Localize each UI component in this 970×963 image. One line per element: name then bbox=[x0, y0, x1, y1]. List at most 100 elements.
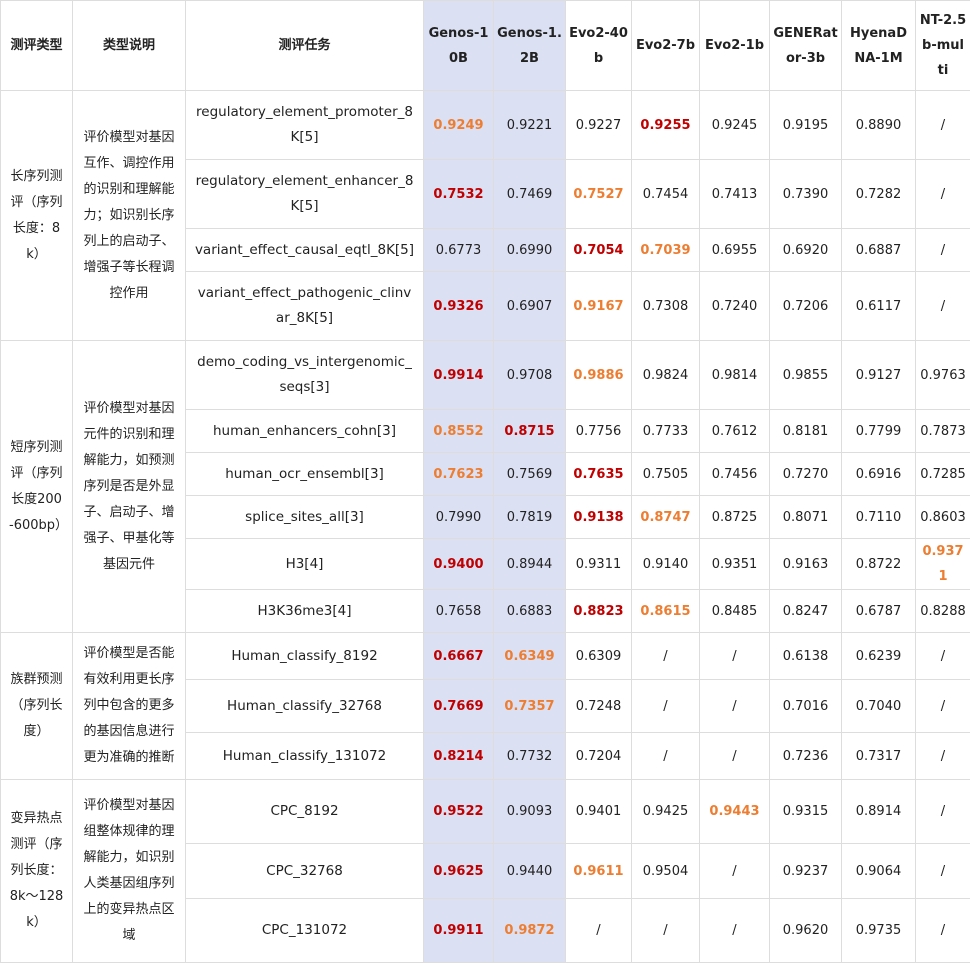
score-cell: / bbox=[916, 229, 970, 272]
score-cell: 0.6787 bbox=[842, 590, 916, 633]
score-cell: 0.7733 bbox=[632, 410, 700, 453]
header-cell: 类型说明 bbox=[73, 1, 186, 91]
score-cell: 0.9237 bbox=[770, 844, 842, 899]
score-cell: 0.7732 bbox=[494, 733, 566, 780]
score-cell: 0.7206 bbox=[770, 272, 842, 341]
score-cell: 0.7990 bbox=[424, 496, 494, 539]
header-cell: GENERator-3b bbox=[770, 1, 842, 91]
score-cell: / bbox=[916, 733, 970, 780]
score-cell: 0.6990 bbox=[494, 229, 566, 272]
score-cell: 0.9093 bbox=[494, 780, 566, 844]
score-cell: 0.6239 bbox=[842, 633, 916, 680]
score-cell: 0.9814 bbox=[700, 341, 770, 410]
score-cell: 0.7016 bbox=[770, 680, 842, 733]
score-cell: 0.8944 bbox=[494, 539, 566, 590]
task-name-cell: H3K36me3[4] bbox=[186, 590, 424, 633]
header-cell: HyenaDNA-1M bbox=[842, 1, 916, 91]
score-cell: 0.7799 bbox=[842, 410, 916, 453]
type-description-cell: 评价模型对基因元件的识别和理解能力，如预测序列是否是外显子、启动子、增强子、甲基… bbox=[73, 341, 186, 633]
score-cell: 0.7390 bbox=[770, 160, 842, 229]
score-cell: 0.9138 bbox=[566, 496, 632, 539]
score-cell: 0.9914 bbox=[424, 341, 494, 410]
task-name-cell: variant_effect_pathogenic_clinvar_8K[5] bbox=[186, 272, 424, 341]
score-cell: 0.9227 bbox=[566, 91, 632, 160]
score-cell: 0.9371 bbox=[916, 539, 970, 590]
score-cell: 0.7612 bbox=[700, 410, 770, 453]
task-name-cell: H3[4] bbox=[186, 539, 424, 590]
score-cell: 0.8247 bbox=[770, 590, 842, 633]
score-cell: / bbox=[700, 899, 770, 963]
score-cell: 0.8725 bbox=[700, 496, 770, 539]
task-name-cell: human_ocr_ensembl[3] bbox=[186, 453, 424, 496]
task-name-cell: CPC_32768 bbox=[186, 844, 424, 899]
score-cell: 0.6907 bbox=[494, 272, 566, 341]
score-cell: 0.7110 bbox=[842, 496, 916, 539]
task-name-cell: regulatory_element_enhancer_8K[5] bbox=[186, 160, 424, 229]
task-name-cell: Human_classify_131072 bbox=[186, 733, 424, 780]
score-cell: 0.8715 bbox=[494, 410, 566, 453]
score-cell: / bbox=[632, 899, 700, 963]
score-cell: 0.6138 bbox=[770, 633, 842, 680]
score-cell: 0.8485 bbox=[700, 590, 770, 633]
header-cell: Genos-10B bbox=[424, 1, 494, 91]
header-cell: Genos-1.2B bbox=[494, 1, 566, 91]
score-cell: 0.7039 bbox=[632, 229, 700, 272]
header-row: 测评类型 类型说明 测评任务 Genos-10B Genos-1.2B Evo2… bbox=[1, 1, 970, 91]
score-cell: 0.8914 bbox=[842, 780, 916, 844]
score-cell: 0.8615 bbox=[632, 590, 700, 633]
score-cell: 0.9401 bbox=[566, 780, 632, 844]
score-cell: 0.9872 bbox=[494, 899, 566, 963]
score-cell: 0.9625 bbox=[424, 844, 494, 899]
score-cell: 0.9855 bbox=[770, 341, 842, 410]
score-cell: 0.7658 bbox=[424, 590, 494, 633]
type-description-cell: 评价模型对基因组整体规律的理解能力，如识别人类基因组序列上的变异热点区域 bbox=[73, 780, 186, 963]
score-cell: / bbox=[916, 899, 970, 963]
score-cell: 0.9504 bbox=[632, 844, 700, 899]
score-cell: 0.9195 bbox=[770, 91, 842, 160]
score-cell: 0.7527 bbox=[566, 160, 632, 229]
eval-type-cell: 变异热点测评（序列长度：8k～128k） bbox=[1, 780, 73, 963]
score-cell: 0.8071 bbox=[770, 496, 842, 539]
score-cell: / bbox=[916, 91, 970, 160]
score-cell: 0.6773 bbox=[424, 229, 494, 272]
score-cell: 0.6916 bbox=[842, 453, 916, 496]
header-cell: Evo2-40b bbox=[566, 1, 632, 91]
score-cell: 0.9886 bbox=[566, 341, 632, 410]
header-cell: NT-2.5b-multi bbox=[916, 1, 970, 91]
score-cell: 0.6117 bbox=[842, 272, 916, 341]
score-cell: 0.8181 bbox=[770, 410, 842, 453]
task-name-cell: variant_effect_causal_eqtl_8K[5] bbox=[186, 229, 424, 272]
score-cell: 0.7669 bbox=[424, 680, 494, 733]
score-cell: 0.7413 bbox=[700, 160, 770, 229]
table-row: 变异热点测评（序列长度：8k～128k）评价模型对基因组整体规律的理解能力，如识… bbox=[1, 780, 970, 844]
score-cell: 0.9351 bbox=[700, 539, 770, 590]
eval-type-cell: 族群预测（序列长度） bbox=[1, 633, 73, 780]
header-cell: Evo2-7b bbox=[632, 1, 700, 91]
score-cell: / bbox=[700, 733, 770, 780]
score-cell: 0.7456 bbox=[700, 453, 770, 496]
score-cell: / bbox=[916, 633, 970, 680]
score-cell: / bbox=[632, 633, 700, 680]
score-cell: 0.7248 bbox=[566, 680, 632, 733]
score-cell: 0.9911 bbox=[424, 899, 494, 963]
score-cell: 0.9735 bbox=[842, 899, 916, 963]
score-cell: 0.9440 bbox=[494, 844, 566, 899]
score-cell: 0.9425 bbox=[632, 780, 700, 844]
score-cell: 0.9255 bbox=[632, 91, 700, 160]
type-description-cell: 评价模型是否能有效利用更长序列中包含的更多的基因信息进行更为准确的推断 bbox=[73, 633, 186, 780]
score-cell: / bbox=[566, 899, 632, 963]
score-cell: 0.7756 bbox=[566, 410, 632, 453]
score-cell: 0.7040 bbox=[842, 680, 916, 733]
score-cell: 0.9315 bbox=[770, 780, 842, 844]
table-body: 长序列测评（序列长度：8k）评价模型对基因互作、调控作用的识别和理解能力；如识别… bbox=[1, 91, 970, 963]
score-cell: 0.6920 bbox=[770, 229, 842, 272]
score-cell: / bbox=[916, 160, 970, 229]
task-name-cell: human_enhancers_cohn[3] bbox=[186, 410, 424, 453]
score-cell: 0.6349 bbox=[494, 633, 566, 680]
score-cell: 0.8890 bbox=[842, 91, 916, 160]
score-cell: 0.8214 bbox=[424, 733, 494, 780]
score-cell: 0.9311 bbox=[566, 539, 632, 590]
score-cell: 0.9400 bbox=[424, 539, 494, 590]
score-cell: 0.9163 bbox=[770, 539, 842, 590]
score-cell: 0.9522 bbox=[424, 780, 494, 844]
